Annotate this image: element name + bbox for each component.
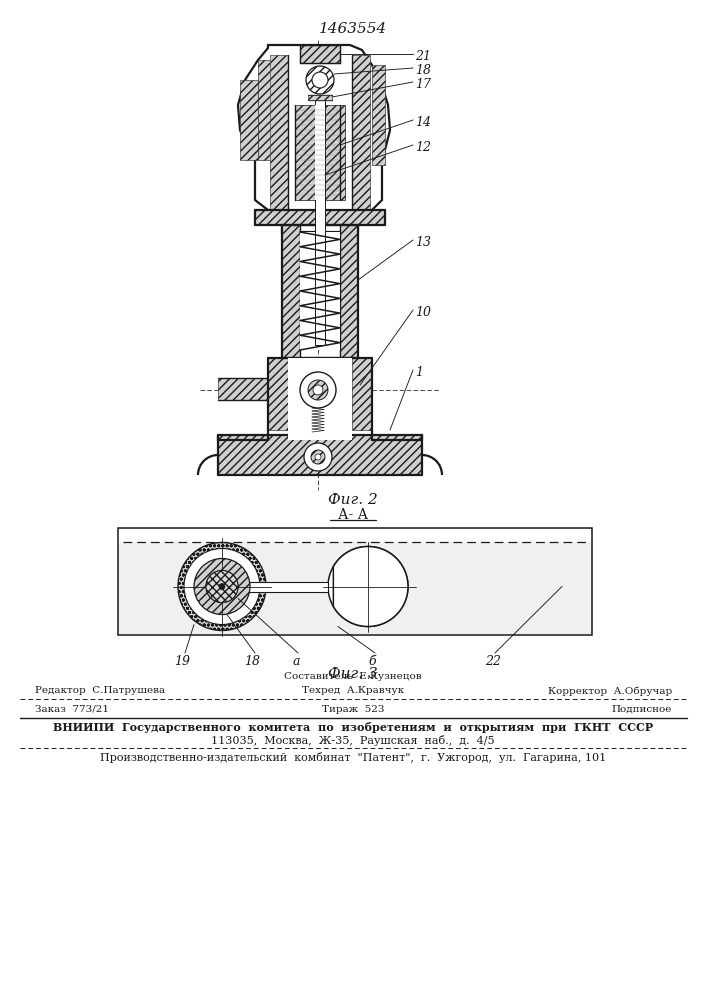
Text: 1463554: 1463554 (319, 22, 387, 36)
Bar (270, 55, 288, 210)
Bar (288, 55, 352, 210)
Text: Техред  А.Кравчук: Техред А.Кравчук (302, 686, 404, 695)
Bar (352, 358, 372, 430)
Text: 1: 1 (415, 366, 423, 379)
Circle shape (312, 72, 328, 88)
Text: Составитель  Е.Кузнецов: Составитель Е.Кузнецов (284, 672, 422, 681)
Bar (300, 45, 340, 63)
Circle shape (315, 454, 321, 460)
Text: 10: 10 (415, 306, 431, 319)
Bar (119, 529, 591, 542)
Circle shape (206, 570, 238, 602)
Bar (282, 225, 300, 358)
Text: 22: 22 (485, 655, 501, 668)
Circle shape (219, 584, 225, 589)
Text: Заказ  773/21: Заказ 773/21 (35, 705, 109, 714)
Polygon shape (334, 547, 408, 626)
Circle shape (328, 546, 408, 626)
Bar (218, 435, 422, 475)
Polygon shape (258, 60, 270, 160)
Text: ВНИИПИ  Государственного  комитета  по  изобретениям  и  открытиям  при  ГКНТ  С: ВНИИПИ Государственного комитета по изоб… (53, 722, 653, 733)
Text: Фиг. 2: Фиг. 2 (328, 493, 378, 507)
Circle shape (194, 558, 250, 614)
Text: Корректор  А.Обручар: Корректор А.Обручар (548, 686, 672, 696)
Bar (300, 232, 340, 350)
Bar (352, 55, 370, 210)
Text: Фиг. 3: Фиг. 3 (328, 667, 378, 681)
Circle shape (300, 372, 336, 408)
Circle shape (311, 450, 325, 464)
Bar (315, 95, 325, 345)
Bar (315, 105, 325, 200)
Text: 19: 19 (174, 655, 190, 668)
Polygon shape (240, 80, 258, 160)
Polygon shape (372, 65, 385, 165)
Bar (218, 378, 268, 400)
Text: 14: 14 (415, 116, 431, 129)
Text: 17: 17 (415, 78, 431, 91)
Text: Подписное: Подписное (612, 705, 672, 714)
Bar (288, 358, 352, 440)
Text: а: а (292, 655, 300, 668)
Bar (238, 582, 328, 591)
Text: 18: 18 (244, 655, 260, 668)
Bar (255, 210, 385, 225)
Circle shape (308, 380, 328, 400)
Text: 18: 18 (415, 64, 431, 77)
Circle shape (306, 66, 334, 94)
Bar (340, 225, 358, 358)
Text: б: б (368, 655, 376, 668)
Text: 21: 21 (415, 50, 431, 63)
Text: А- А: А- А (338, 508, 368, 522)
Text: 13: 13 (415, 236, 431, 249)
Text: 113035,  Москва,  Ж-35,  Раушская  наб.,  д.  4/5: 113035, Москва, Ж-35, Раушская наб., д. … (211, 735, 495, 746)
Bar (270, 60, 370, 200)
Circle shape (313, 385, 323, 395)
Text: Производственно-издательский  комбинат  "Патент",  г.  Ужгород,  ул.  Гагарина, : Производственно-издательский комбинат "П… (100, 752, 606, 763)
Circle shape (304, 443, 332, 471)
Bar (308, 95, 332, 100)
Bar (118, 528, 592, 635)
Circle shape (178, 542, 266, 631)
Circle shape (206, 570, 238, 602)
Bar (295, 105, 345, 200)
Polygon shape (238, 45, 390, 232)
Text: Редактор  С.Патрушева: Редактор С.Патрушева (35, 686, 165, 695)
Bar (268, 358, 288, 430)
Circle shape (184, 548, 260, 624)
Text: Тираж  523: Тираж 523 (322, 705, 384, 714)
Text: 12: 12 (415, 141, 431, 154)
